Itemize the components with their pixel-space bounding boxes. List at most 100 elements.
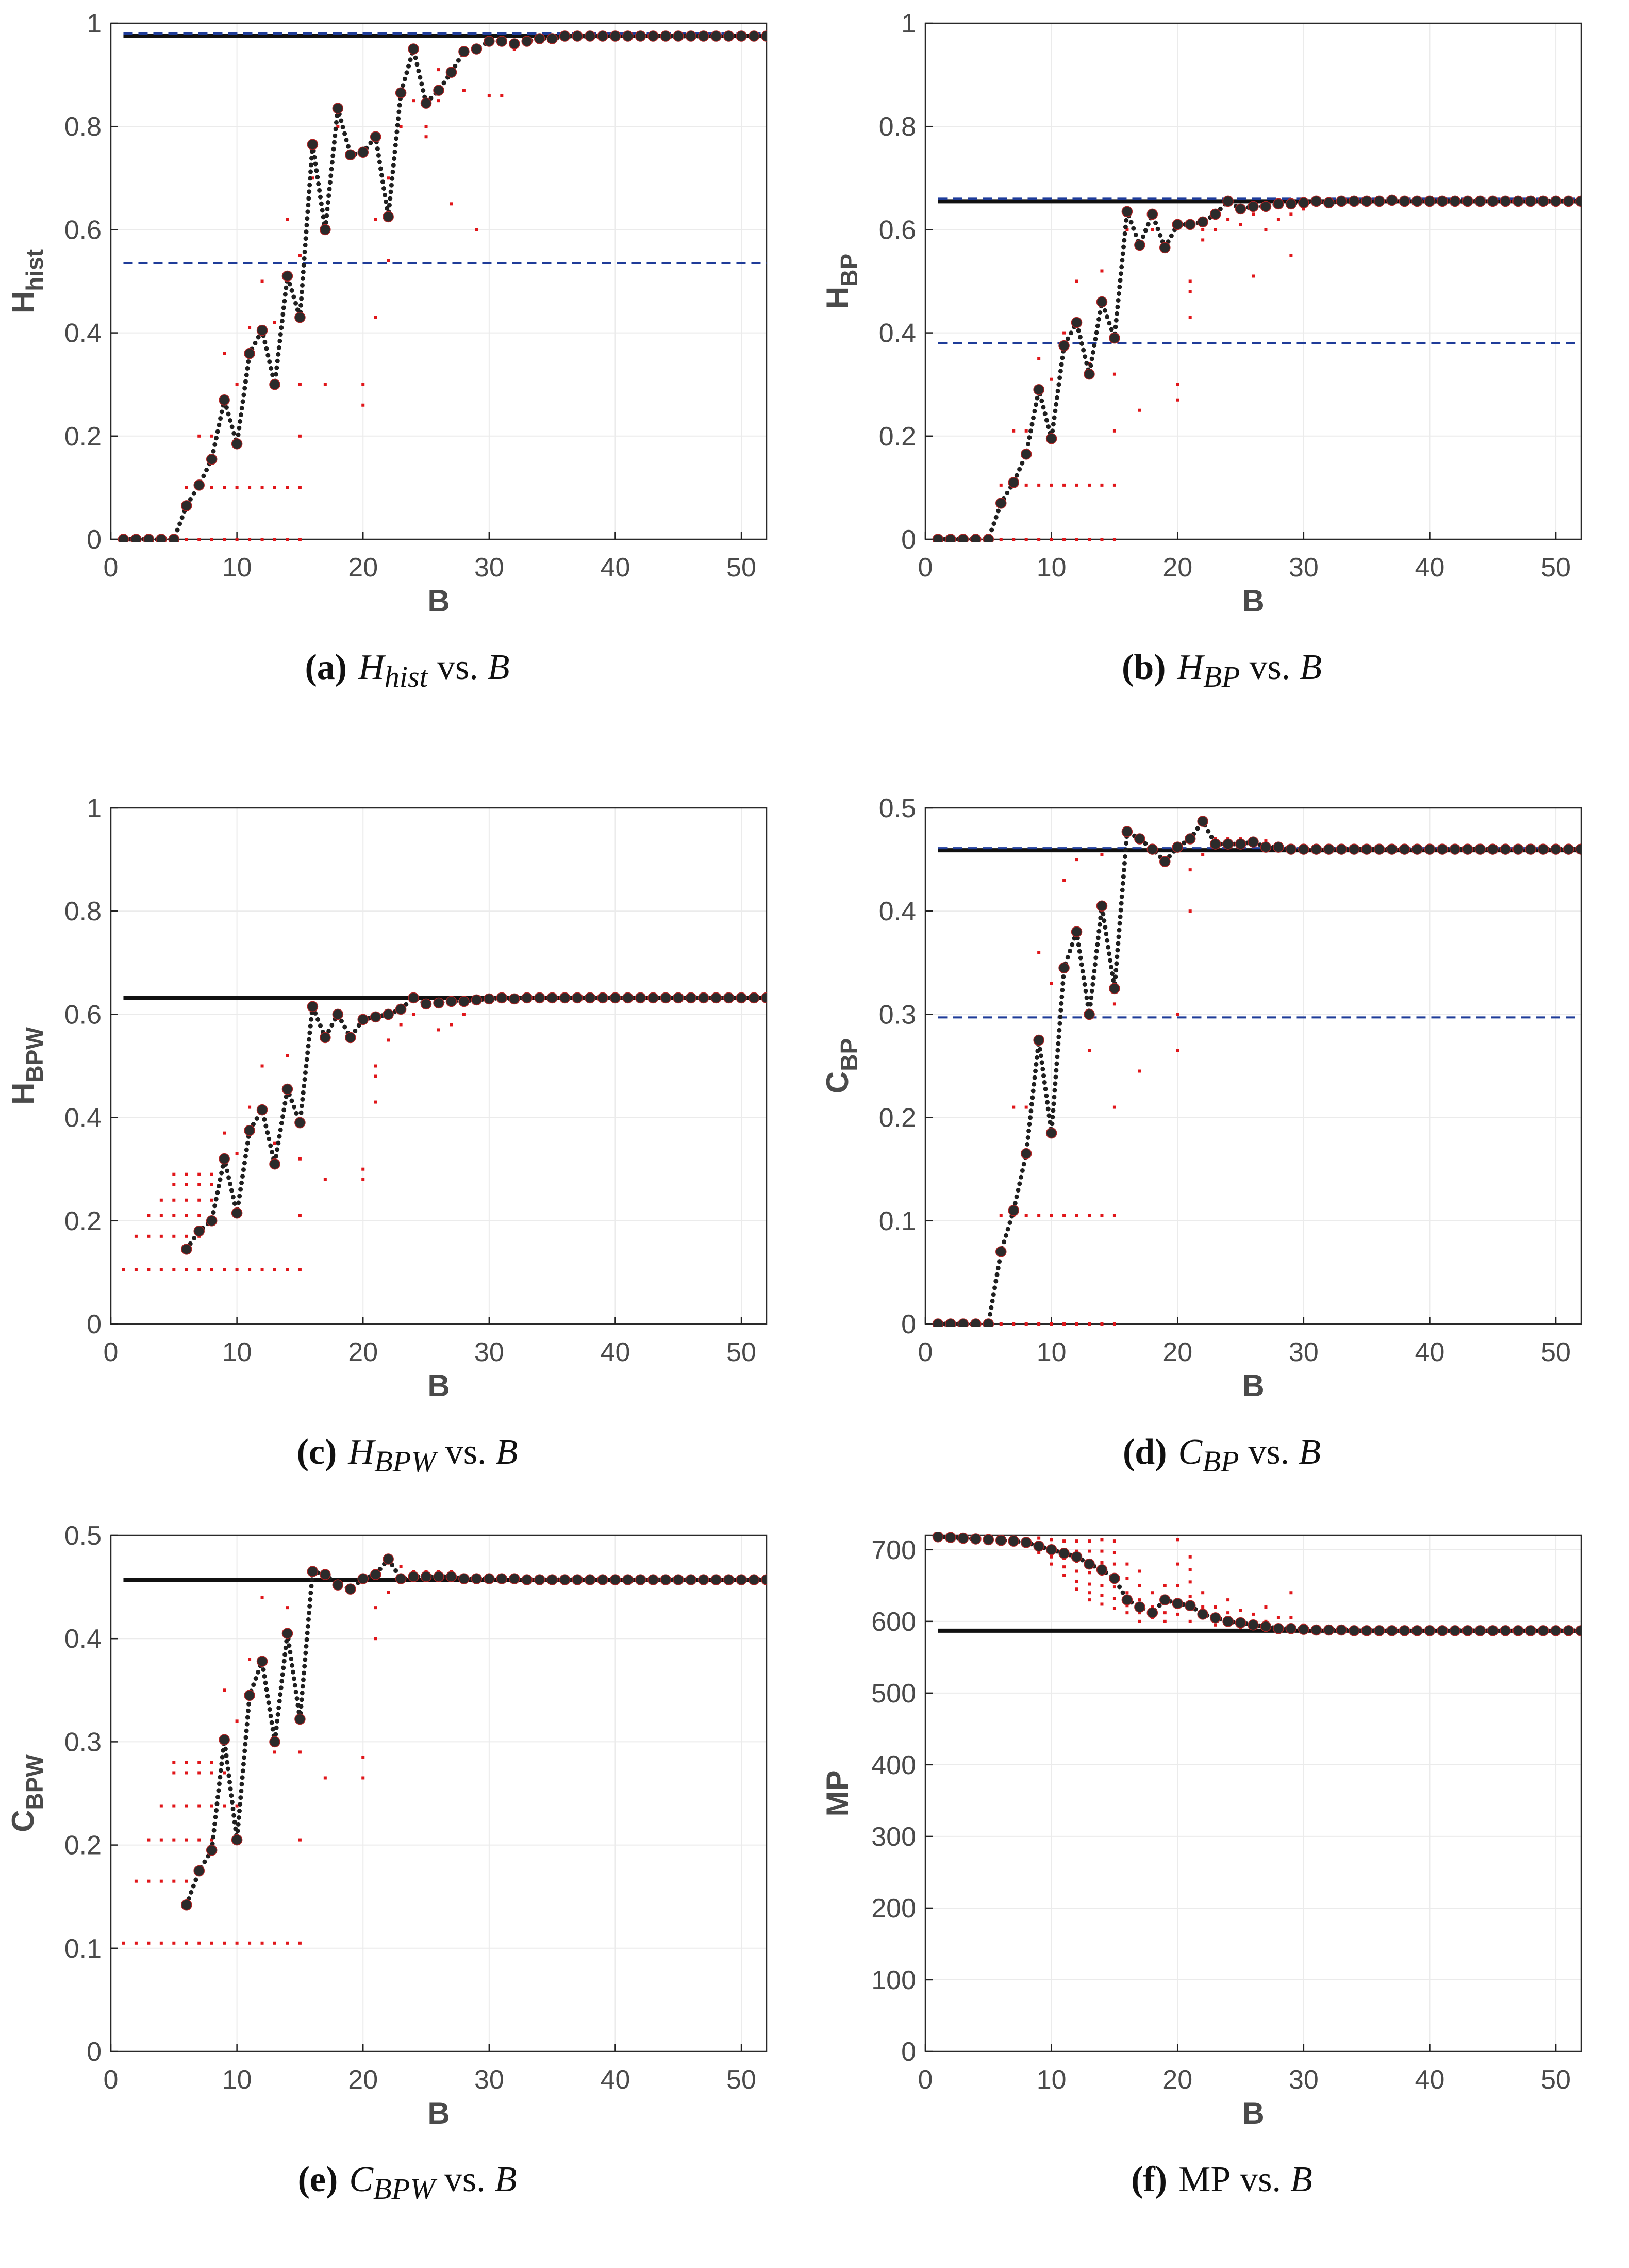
mean-point [534, 992, 545, 1004]
mean-point [256, 324, 268, 336]
mean-point [1437, 195, 1448, 207]
sample-point [210, 1198, 213, 1202]
mean-point [420, 1571, 432, 1582]
mean-line [184, 1555, 767, 1908]
sample-point [1125, 228, 1129, 231]
sample-point [1100, 1214, 1104, 1217]
sample-point [1024, 483, 1028, 487]
mean-point [1562, 1625, 1574, 1636]
y-tick-label: 400 [871, 1750, 916, 1780]
mean-point [370, 1011, 381, 1023]
mean-point [193, 479, 205, 491]
mean-point [1045, 1544, 1057, 1555]
x-tick-label: 10 [1037, 553, 1067, 583]
mean-point [1172, 219, 1183, 230]
sample-point [223, 1688, 226, 1692]
mean-point [1575, 195, 1581, 207]
mean-point [294, 1117, 306, 1129]
chart-panel-a: 0 10 20 30 40 50 0 0.2 0.4 0.6 0.8 1 B Hhist (a) Hhist v… [0, 0, 814, 756]
mean-point [509, 38, 520, 49]
mean-point [345, 1032, 356, 1044]
mean-point [710, 992, 722, 1004]
sample-point [1012, 1105, 1016, 1109]
mean-point [1500, 843, 1511, 855]
mean-point [1323, 1624, 1335, 1636]
sample-point [1188, 1555, 1192, 1559]
mean-point [181, 500, 192, 511]
caption-label: (d) [1122, 1432, 1167, 1472]
caption-quantity: HBPW [348, 1432, 436, 1478]
mean-point [1159, 1594, 1171, 1605]
mean-point [420, 998, 432, 1010]
mean-point [673, 30, 684, 42]
sample-point [1062, 1565, 1066, 1569]
sample-point [248, 1941, 252, 1945]
y-tick-label: 700 [871, 1535, 916, 1565]
axes-box [924, 807, 1582, 1325]
sample-point [412, 99, 415, 103]
mean-point [1096, 1564, 1108, 1576]
mean-point [1033, 1541, 1044, 1552]
mean-point [206, 454, 218, 465]
mean-point [572, 1574, 583, 1585]
sample-point [286, 538, 289, 541]
mean-point [1235, 838, 1246, 850]
mean-point [130, 534, 142, 542]
sample-point [1100, 483, 1104, 487]
sample-point [172, 1941, 176, 1945]
axes-box [110, 22, 768, 540]
sample-point [159, 1268, 163, 1271]
sample-point [298, 1268, 302, 1271]
sample-point [159, 1234, 163, 1238]
y-tick-label: 1 [87, 9, 102, 39]
mean-point [231, 1834, 243, 1846]
caption-variable: B [487, 648, 510, 687]
mean-point [1474, 843, 1486, 855]
mean-point [1399, 1625, 1410, 1636]
sample-point [1037, 483, 1041, 487]
mean-point [647, 1574, 659, 1585]
y-tick-label: 0.3 [879, 1000, 916, 1030]
mean-point [1474, 1625, 1486, 1636]
mean-point [983, 1534, 994, 1546]
sample-point [1088, 1214, 1091, 1217]
sample-point [260, 538, 264, 541]
mean-point [1437, 843, 1448, 855]
mean-point [1462, 195, 1473, 207]
y-tick-label: 0.4 [879, 319, 916, 349]
mean-point [471, 994, 483, 1006]
sample-point [1264, 228, 1268, 231]
y-tick-label: 0.8 [879, 112, 916, 142]
mean-point [622, 992, 634, 1004]
y-axis-label: MP [820, 1770, 855, 1817]
mean-point [1121, 206, 1133, 218]
mean-point [458, 46, 470, 57]
mean-point [1184, 219, 1196, 230]
y-tick-label: 0.2 [64, 422, 102, 452]
x-tick-label: 20 [1162, 2065, 1192, 2095]
mean-point [1512, 1625, 1524, 1636]
sample-point [134, 1879, 138, 1883]
sample-point [1125, 1611, 1129, 1615]
mean-point [761, 30, 767, 42]
mean-point [1008, 477, 1019, 488]
chart-panel-d: 0 10 20 30 40 50 0 0.1 0.2 0.3 0.4 0.5 B CBP (d) CBP vs.… [814, 785, 1629, 1541]
sample-point [223, 486, 226, 489]
sample-point [361, 1178, 365, 1181]
sample-point [361, 383, 365, 386]
mean-point [143, 534, 155, 542]
sample-point [1201, 1591, 1205, 1595]
sample-point [1188, 290, 1192, 293]
sample-point [1075, 1569, 1078, 1573]
mean-point [307, 1001, 319, 1013]
mean-point [496, 36, 508, 47]
sample-point [1100, 1584, 1104, 1587]
x-tick-label: 20 [1162, 1337, 1192, 1367]
mean-point [1084, 368, 1095, 380]
sample-point [260, 279, 264, 283]
mean-point [1462, 843, 1473, 855]
mean-point [970, 1318, 982, 1327]
mean-point [395, 87, 407, 98]
sample-point [475, 228, 478, 231]
mean-point [320, 1032, 331, 1044]
